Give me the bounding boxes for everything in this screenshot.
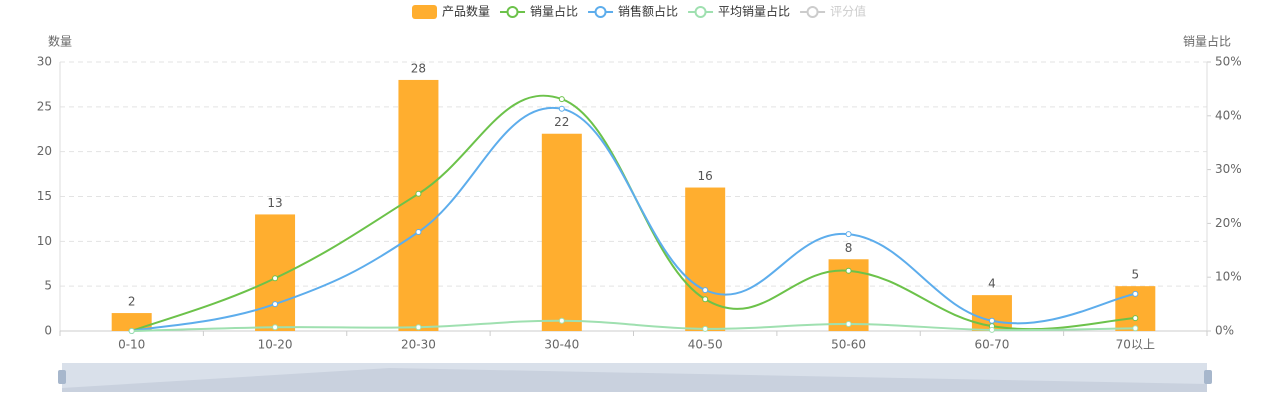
y-axis-title: 数量 <box>48 34 72 49</box>
bar-label: 5 <box>1131 268 1139 282</box>
line <box>131 106 1136 332</box>
legend-swatch <box>594 6 607 18</box>
bar <box>255 214 296 331</box>
line-point <box>988 326 995 333</box>
zoom-shadow <box>62 368 1207 392</box>
bar-label: 13 <box>267 196 282 210</box>
line-point <box>702 296 709 303</box>
line-point <box>702 325 709 332</box>
x-tick-label: 50-60 <box>831 338 866 352</box>
legend-item[interactable]: 销售额占比 <box>588 4 678 19</box>
line-point <box>558 96 565 103</box>
line-point <box>1132 325 1139 332</box>
legend-label: 产品数量 <box>442 4 490 19</box>
legend-item[interactable]: 销量占比 <box>500 4 578 19</box>
line <box>131 319 1136 332</box>
y2-tick-label: 0% <box>1215 324 1234 338</box>
line-point <box>272 275 279 282</box>
line-point <box>128 328 135 334</box>
y-tick-label: 30 <box>37 55 52 69</box>
legend-item[interactable]: 评分值 <box>800 4 866 19</box>
line-point <box>415 190 422 197</box>
x-tick-label: 0-10 <box>118 338 145 352</box>
x-tick-label: 20-30 <box>401 338 436 352</box>
legend-swatch <box>506 6 519 18</box>
y-tick-label: 10 <box>37 234 52 248</box>
y-tick-label: 15 <box>37 189 52 203</box>
line-point <box>558 105 565 112</box>
y2-tick-label: 40% <box>1215 108 1242 122</box>
y2-tick-label: 20% <box>1215 216 1242 230</box>
legend-label: 平均销量占比 <box>718 4 790 19</box>
y-tick-label: 25 <box>37 99 52 113</box>
x-tick-label: 60-70 <box>975 338 1010 352</box>
line-point <box>702 287 709 294</box>
legend-label: 销量占比 <box>530 4 578 19</box>
bar <box>685 187 726 331</box>
line-point <box>272 301 279 308</box>
bar-label: 22 <box>554 115 569 129</box>
bar-label: 16 <box>698 169 713 183</box>
y2-tick-label: 30% <box>1215 162 1242 176</box>
y-tick-label: 0 <box>44 324 52 338</box>
y2-axis-title: 销量占比 <box>1183 34 1231 49</box>
bar-label: 2 <box>128 295 136 309</box>
x-tick-label: 40-50 <box>688 338 723 352</box>
zoom-handle[interactable] <box>58 370 66 384</box>
legend-swatch <box>694 6 707 18</box>
x-tick-label: 30-40 <box>544 338 579 352</box>
bar-label: 8 <box>845 241 853 255</box>
x-tick-label: 10-20 <box>258 338 293 352</box>
zoom-handle[interactable] <box>1204 370 1212 384</box>
data-zoom[interactable] <box>58 363 1212 392</box>
line-point <box>415 324 422 331</box>
legend-label: 评分值 <box>830 4 866 19</box>
line-point <box>988 317 995 324</box>
bar-label: 28 <box>411 61 426 75</box>
y2-tick-label: 50% <box>1215 55 1242 69</box>
line-point <box>558 317 565 324</box>
line-point <box>845 231 852 238</box>
y2-tick-label: 10% <box>1215 270 1242 284</box>
legend-item[interactable]: 产品数量 <box>412 4 490 20</box>
legend-label: 销售额占比 <box>618 4 678 19</box>
bar-label: 4 <box>988 277 996 291</box>
y-tick-label: 20 <box>37 144 52 158</box>
line-point <box>1132 315 1139 322</box>
y-tick-label: 5 <box>44 279 52 293</box>
line-point <box>272 324 279 331</box>
bar <box>541 133 582 331</box>
line-point <box>415 229 422 236</box>
legend-item[interactable]: 平均销量占比 <box>688 4 790 19</box>
x-tick-label: 70以上 <box>1116 338 1155 352</box>
legend-swatch <box>806 6 819 18</box>
bar <box>398 79 439 331</box>
line-point <box>1132 290 1139 297</box>
line-point <box>845 267 852 274</box>
line-point <box>845 321 852 328</box>
legend-swatch <box>412 5 437 19</box>
